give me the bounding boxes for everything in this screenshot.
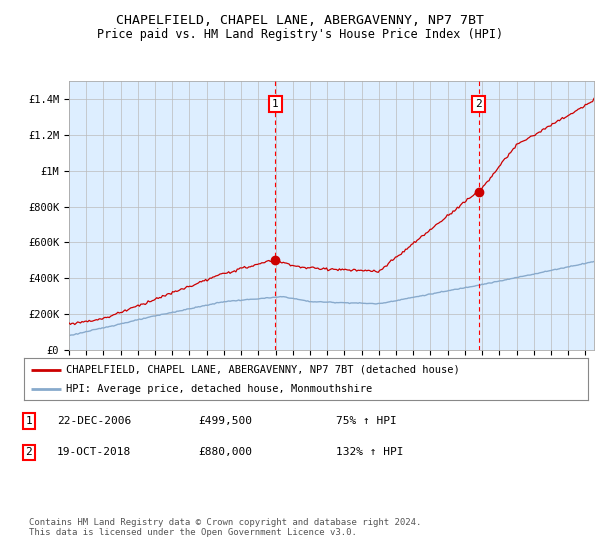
Text: 2: 2 (475, 99, 482, 109)
Text: 75% ↑ HPI: 75% ↑ HPI (336, 416, 397, 426)
Text: CHAPELFIELD, CHAPEL LANE, ABERGAVENNY, NP7 7BT: CHAPELFIELD, CHAPEL LANE, ABERGAVENNY, N… (116, 14, 484, 27)
Text: 2: 2 (25, 447, 32, 458)
Text: CHAPELFIELD, CHAPEL LANE, ABERGAVENNY, NP7 7BT (detached house): CHAPELFIELD, CHAPEL LANE, ABERGAVENNY, N… (66, 365, 460, 375)
Text: 1: 1 (25, 416, 32, 426)
Text: 132% ↑ HPI: 132% ↑ HPI (336, 447, 404, 458)
Text: 19-OCT-2018: 19-OCT-2018 (57, 447, 131, 458)
Text: 1: 1 (272, 99, 278, 109)
Text: Price paid vs. HM Land Registry's House Price Index (HPI): Price paid vs. HM Land Registry's House … (97, 28, 503, 41)
Text: £880,000: £880,000 (198, 447, 252, 458)
Text: HPI: Average price, detached house, Monmouthshire: HPI: Average price, detached house, Monm… (66, 384, 373, 394)
Text: £499,500: £499,500 (198, 416, 252, 426)
Text: Contains HM Land Registry data © Crown copyright and database right 2024.
This d: Contains HM Land Registry data © Crown c… (29, 518, 421, 538)
Text: 22-DEC-2006: 22-DEC-2006 (57, 416, 131, 426)
